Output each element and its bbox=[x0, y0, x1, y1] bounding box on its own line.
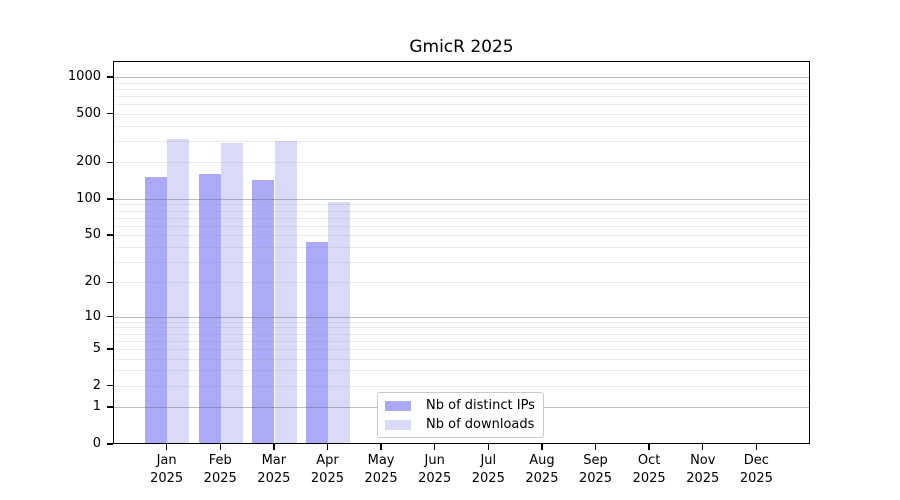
gridline bbox=[114, 82, 809, 84]
x-tick-month: Mar bbox=[261, 453, 287, 468]
y-tick bbox=[107, 315, 113, 318]
plot-area bbox=[113, 61, 810, 444]
x-tick-month: Apr bbox=[316, 453, 339, 468]
x-tick-label-apr: Apr 2025 bbox=[295, 452, 359, 487]
x-tick-month: Oct bbox=[637, 453, 661, 468]
x-tick-year: 2025 bbox=[632, 470, 666, 486]
x-tick bbox=[541, 444, 543, 450]
legend: Nb of distinct IPs Nb of downloads bbox=[377, 392, 544, 438]
x-tick bbox=[326, 444, 329, 450]
chart-title: GmicR 2025 bbox=[409, 37, 514, 57]
y-tick-label: 50 bbox=[84, 227, 101, 243]
bar-downloads-jan bbox=[167, 138, 190, 443]
x-tick bbox=[165, 444, 168, 450]
y-tick bbox=[107, 161, 113, 163]
legend-label-downloads: Nb of downloads bbox=[426, 416, 535, 432]
y-tick-label: 5 bbox=[92, 340, 101, 356]
x-tick-label-jul: Jul 2025 bbox=[456, 452, 520, 487]
x-tick-label-may: May 2025 bbox=[349, 452, 413, 487]
gridline bbox=[114, 140, 809, 142]
x-tick-month: Jan bbox=[156, 453, 177, 468]
x-tick-label-sep: Sep 2025 bbox=[564, 452, 628, 487]
x-tick bbox=[219, 444, 221, 450]
y-tick-label: 2 bbox=[92, 377, 101, 393]
y-tick-label: 200 bbox=[76, 154, 101, 170]
x-tick bbox=[380, 444, 382, 450]
x-tick-year: 2025 bbox=[203, 470, 237, 486]
x-tick-year: 2025 bbox=[150, 470, 184, 486]
x-tick-month: Nov bbox=[690, 453, 716, 468]
x-tick-month: May bbox=[367, 453, 395, 468]
legend-item-distinct-ips: Nb of distinct IPs bbox=[385, 397, 543, 413]
bar-distinct-ips-mar bbox=[252, 180, 275, 443]
x-tick-year: 2025 bbox=[310, 470, 344, 486]
x-tick-month: Jun bbox=[424, 453, 445, 468]
gridline bbox=[114, 95, 809, 97]
y-tick bbox=[107, 348, 113, 350]
y-tick bbox=[107, 76, 113, 78]
x-tick-year: 2025 bbox=[364, 470, 398, 486]
y-tick-label: 20 bbox=[84, 274, 101, 290]
x-tick bbox=[487, 444, 489, 450]
y-tick bbox=[107, 406, 113, 408]
x-tick-month: Feb bbox=[208, 453, 232, 468]
y-tick-label: 500 bbox=[76, 105, 101, 121]
x-tick bbox=[755, 444, 758, 450]
gridline bbox=[114, 104, 809, 106]
y-tick bbox=[107, 198, 113, 200]
x-tick-label-aug: Aug 2025 bbox=[510, 452, 574, 487]
x-tick bbox=[648, 444, 650, 450]
x-tick bbox=[433, 444, 436, 450]
bar-distinct-ips-apr bbox=[305, 241, 328, 443]
x-tick-month: Aug bbox=[529, 453, 555, 468]
legend-label-distinct-ips: Nb of distinct IPs bbox=[426, 397, 535, 413]
gridline bbox=[114, 88, 809, 90]
y-tick bbox=[107, 281, 113, 283]
gridline bbox=[114, 125, 809, 127]
bar-distinct-ips-jan bbox=[145, 177, 167, 443]
legend-swatch-downloads bbox=[385, 419, 411, 430]
x-tick bbox=[594, 444, 597, 450]
legend-item-downloads: Nb of downloads bbox=[385, 416, 543, 432]
y-tick-label: 10 bbox=[84, 308, 101, 324]
bar-downloads-apr bbox=[328, 202, 351, 443]
y-tick-label: 0 bbox=[92, 436, 101, 451]
y-tick bbox=[107, 384, 113, 387]
legend-swatch-distinct-ips bbox=[385, 400, 411, 411]
x-tick-label-nov: Nov 2025 bbox=[671, 452, 735, 487]
gridline bbox=[114, 113, 809, 115]
bar-downloads-feb bbox=[220, 142, 243, 443]
gridline bbox=[114, 162, 809, 164]
x-tick-year: 2025 bbox=[686, 470, 720, 486]
x-tick-year: 2025 bbox=[257, 470, 291, 486]
x-tick-month: Sep bbox=[583, 453, 608, 468]
x-tick-year: 2025 bbox=[578, 470, 613, 486]
x-tick-year: 2025 bbox=[525, 470, 559, 486]
bar-downloads-mar bbox=[274, 140, 297, 443]
y-tick-label: 1000 bbox=[67, 69, 101, 84]
x-tick-label-jan: Jan 2025 bbox=[135, 452, 199, 487]
x-tick-label-feb: Feb 2025 bbox=[188, 452, 252, 487]
x-tick-label-jun: Jun 2025 bbox=[403, 452, 467, 487]
bar-distinct-ips-feb bbox=[198, 174, 221, 443]
x-tick bbox=[702, 444, 704, 450]
x-tick-year: 2025 bbox=[739, 470, 773, 486]
y-tick bbox=[107, 443, 113, 445]
y-tick bbox=[107, 113, 113, 115]
y-tick-label: 1 bbox=[92, 399, 101, 415]
y-tick-label: 100 bbox=[76, 190, 101, 206]
x-tick-year: 2025 bbox=[418, 470, 452, 486]
x-tick-label-oct: Oct 2025 bbox=[617, 452, 681, 487]
x-tick-label-dec: Dec 2025 bbox=[724, 452, 788, 487]
y-tick bbox=[107, 234, 113, 236]
x-tick-month: Jul bbox=[480, 453, 497, 468]
gridline bbox=[114, 77, 809, 78]
x-tick-label-mar: Mar 2025 bbox=[242, 452, 306, 487]
x-tick bbox=[273, 444, 275, 450]
x-tick-month: Dec bbox=[743, 453, 769, 468]
x-tick-year: 2025 bbox=[471, 470, 505, 486]
